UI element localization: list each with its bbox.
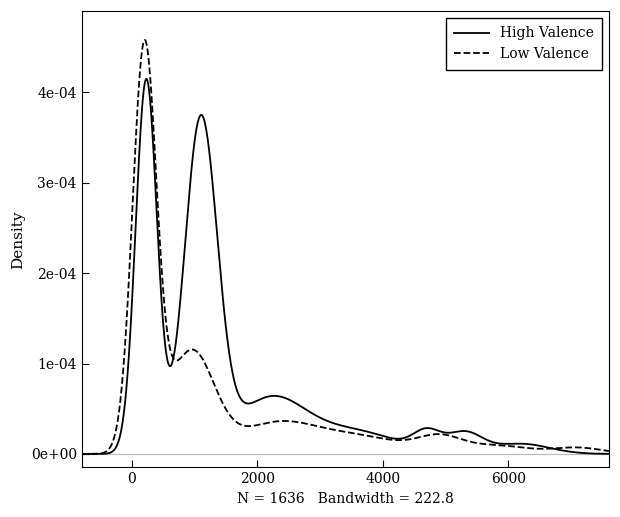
Line: Low Valence: Low Valence <box>69 40 620 454</box>
Low Valence <box>301 420 309 427</box>
Low Valence <box>65 451 73 457</box>
High Valence <box>301 406 309 412</box>
Low Valence <box>161 309 169 315</box>
Low Valence <box>141 37 149 43</box>
Low Valence <box>607 448 614 454</box>
High Valence <box>618 451 620 457</box>
High Valence <box>277 393 285 400</box>
Y-axis label: Density: Density <box>11 210 25 268</box>
High Valence <box>547 445 555 451</box>
Line: High Valence: High Valence <box>69 79 620 454</box>
High Valence <box>143 76 150 82</box>
High Valence <box>128 297 136 303</box>
High Valence <box>607 451 614 457</box>
High Valence <box>65 451 73 457</box>
Low Valence <box>277 418 285 424</box>
Low Valence <box>128 212 136 218</box>
X-axis label: N = 1636   Bandwidth = 222.8: N = 1636 Bandwidth = 222.8 <box>237 492 454 506</box>
High Valence <box>161 341 169 347</box>
Legend: High Valence, Low Valence: High Valence, Low Valence <box>446 18 602 70</box>
Low Valence <box>547 446 555 452</box>
Low Valence <box>618 449 620 455</box>
